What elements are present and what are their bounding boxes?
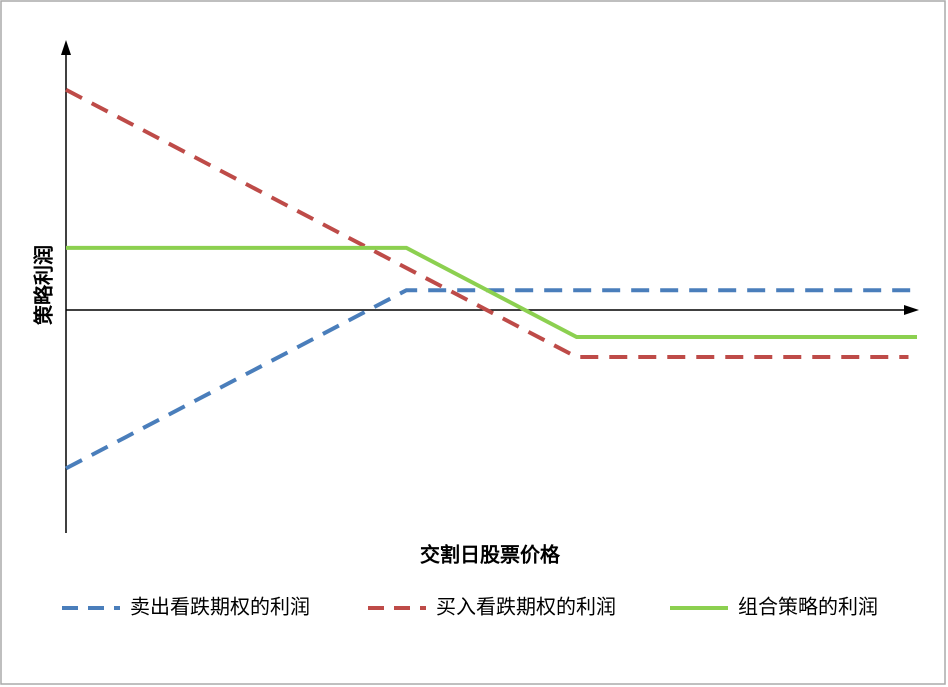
legend-label: 卖出看跌期权的利润 bbox=[130, 595, 310, 619]
legend-label: 组合策略的利润 bbox=[738, 595, 878, 619]
line-series bbox=[65, 88, 909, 360]
x-axis-title: 交割日股票价格 bbox=[420, 543, 561, 567]
x-arrow bbox=[904, 305, 919, 315]
y-arrow bbox=[61, 40, 71, 55]
line-series bbox=[66, 245, 917, 339]
legend-label: 买入看跌期权的利润 bbox=[436, 595, 616, 619]
line-series bbox=[65, 288, 917, 471]
y-axis-title: 策略利润 bbox=[32, 245, 56, 325]
